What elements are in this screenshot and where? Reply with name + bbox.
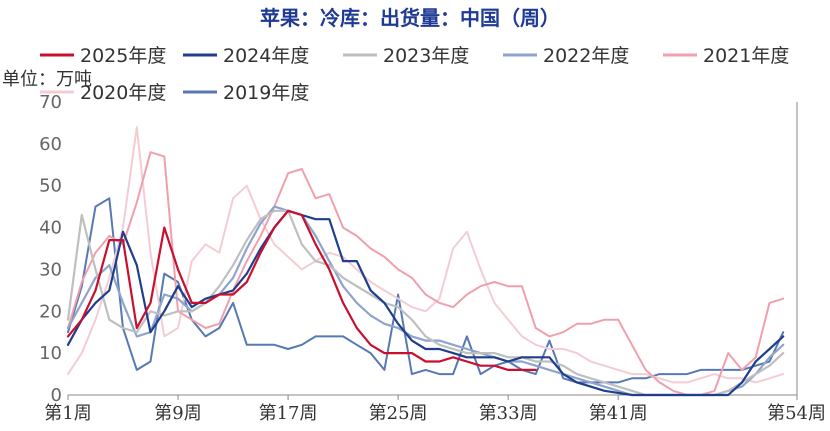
x-tick-label: 第1周 bbox=[44, 403, 91, 424]
legend: 2025年度 2024年度 2023年度 2022年度 2021年度 2020年度 2019… bbox=[40, 45, 789, 104]
y-tick-label: 40 bbox=[39, 218, 62, 239]
series-line-2025年度 bbox=[66, 209, 537, 371]
y-tick-label: 30 bbox=[39, 259, 62, 280]
x-tick-label: 第17周 bbox=[259, 403, 318, 424]
legend-label: 2021年度 bbox=[703, 45, 789, 67]
y-tick-label: 0 bbox=[51, 385, 62, 406]
legend-label: 2019年度 bbox=[223, 82, 309, 104]
unit-label: 单位：万吨 bbox=[2, 69, 92, 90]
series-line-2024年度 bbox=[66, 209, 785, 397]
legend-label: 2020年度 bbox=[80, 82, 166, 104]
legend-label: 2024年度 bbox=[223, 45, 309, 67]
y-tick-label: 60 bbox=[39, 134, 62, 155]
series-line-2021年度 bbox=[67, 151, 785, 396]
legend-label: 2025年度 bbox=[80, 45, 166, 67]
legend-item: 2023年度 bbox=[343, 45, 469, 67]
y-axis: 0 10 20 30 40 50 60 70 bbox=[39, 92, 62, 406]
x-axis: 第1周 第9周 第17周 第25周 第33周 第41周 第54周 bbox=[44, 102, 826, 424]
y-tick-label: 70 bbox=[39, 92, 62, 113]
chart-title: 苹果：冷库：出货量：中国（周） bbox=[260, 6, 560, 30]
legend-item: 2025年度 bbox=[40, 45, 166, 67]
legend-item: 2022年度 bbox=[503, 45, 629, 67]
y-tick-label: 10 bbox=[39, 343, 62, 364]
y-tick-label: 20 bbox=[39, 301, 62, 322]
series-line-2020年度 bbox=[67, 126, 785, 384]
y-tick-label: 50 bbox=[39, 176, 62, 197]
legend-label: 2022年度 bbox=[543, 45, 629, 67]
series-line-2022年度 bbox=[66, 205, 785, 397]
legend-item: 2019年度 bbox=[183, 82, 309, 104]
x-tick-label: 第41周 bbox=[589, 403, 648, 424]
legend-item: 2021年度 bbox=[663, 45, 789, 67]
legend-label: 2023年度 bbox=[383, 45, 469, 67]
x-tick-label: 第54周 bbox=[767, 403, 826, 424]
legend-item: 2024年度 bbox=[183, 45, 309, 67]
x-tick-label: 第33周 bbox=[479, 403, 538, 424]
x-tick-label: 第9周 bbox=[154, 403, 201, 424]
plot-area bbox=[66, 126, 785, 397]
x-tick-label: 第25周 bbox=[369, 403, 428, 424]
legend-item: 2020年度 bbox=[40, 82, 166, 104]
series-line-2023年度 bbox=[66, 209, 785, 397]
